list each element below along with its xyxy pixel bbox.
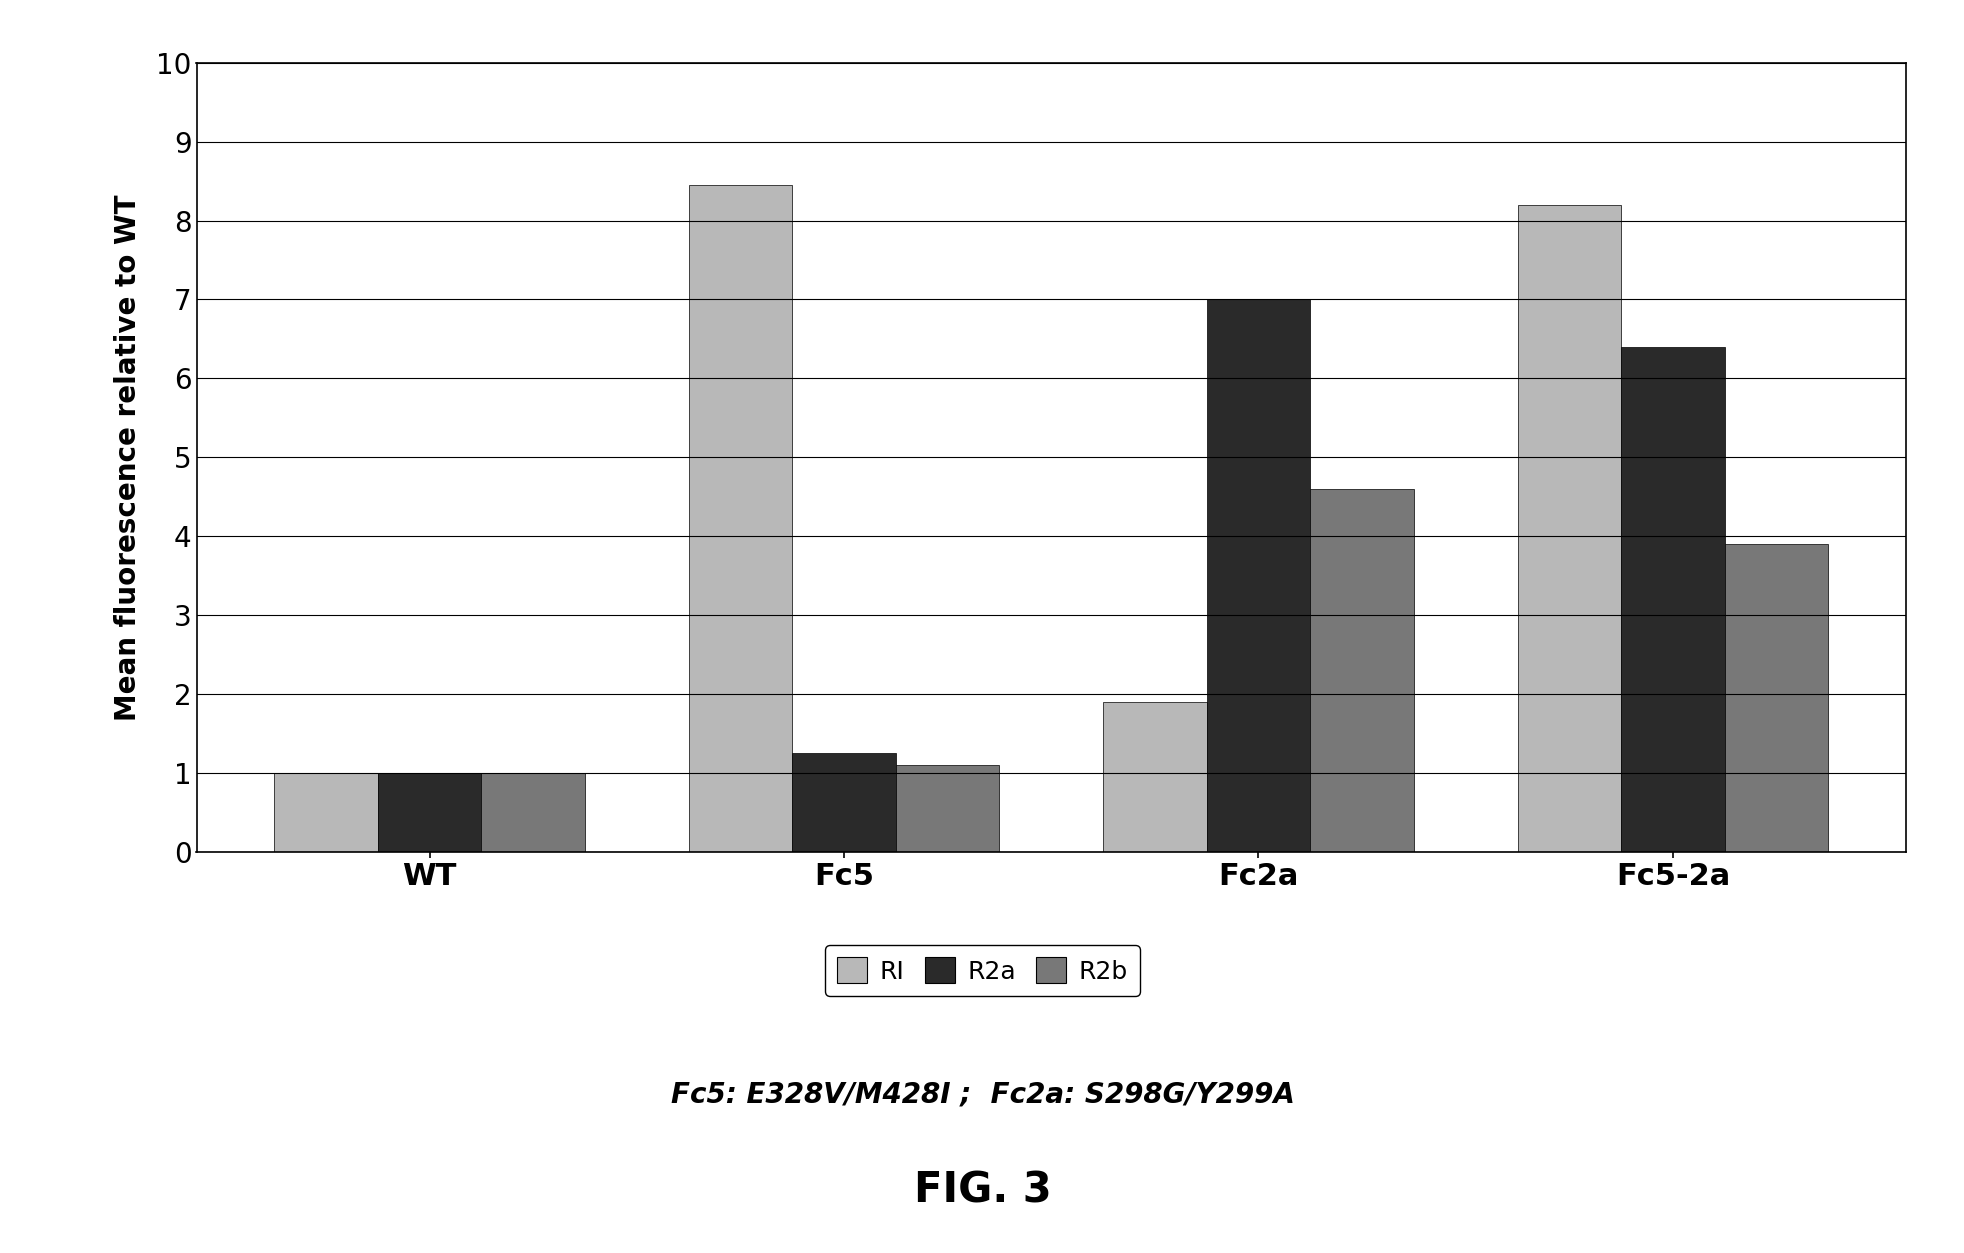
Bar [1310, 489, 1414, 852]
Bar [481, 773, 585, 852]
Bar [791, 753, 896, 852]
Bar [1516, 204, 1620, 852]
Bar [896, 766, 1000, 852]
Text: FIG. 3: FIG. 3 [913, 1170, 1051, 1212]
Y-axis label: Mean fluorescence relative to WT: Mean fluorescence relative to WT [114, 194, 141, 720]
Legend: RI, R2a, R2b: RI, R2a, R2b [825, 945, 1139, 996]
Bar [1724, 544, 1827, 852]
Bar [1102, 702, 1206, 852]
Bar [1206, 299, 1310, 852]
Bar [275, 773, 377, 852]
Text: Fc5: E328V/M428I ;  Fc2a: S298G/Y299A: Fc5: E328V/M428I ; Fc2a: S298G/Y299A [670, 1080, 1294, 1109]
Bar [377, 773, 481, 852]
Bar [1620, 347, 1724, 852]
Bar [687, 185, 791, 852]
